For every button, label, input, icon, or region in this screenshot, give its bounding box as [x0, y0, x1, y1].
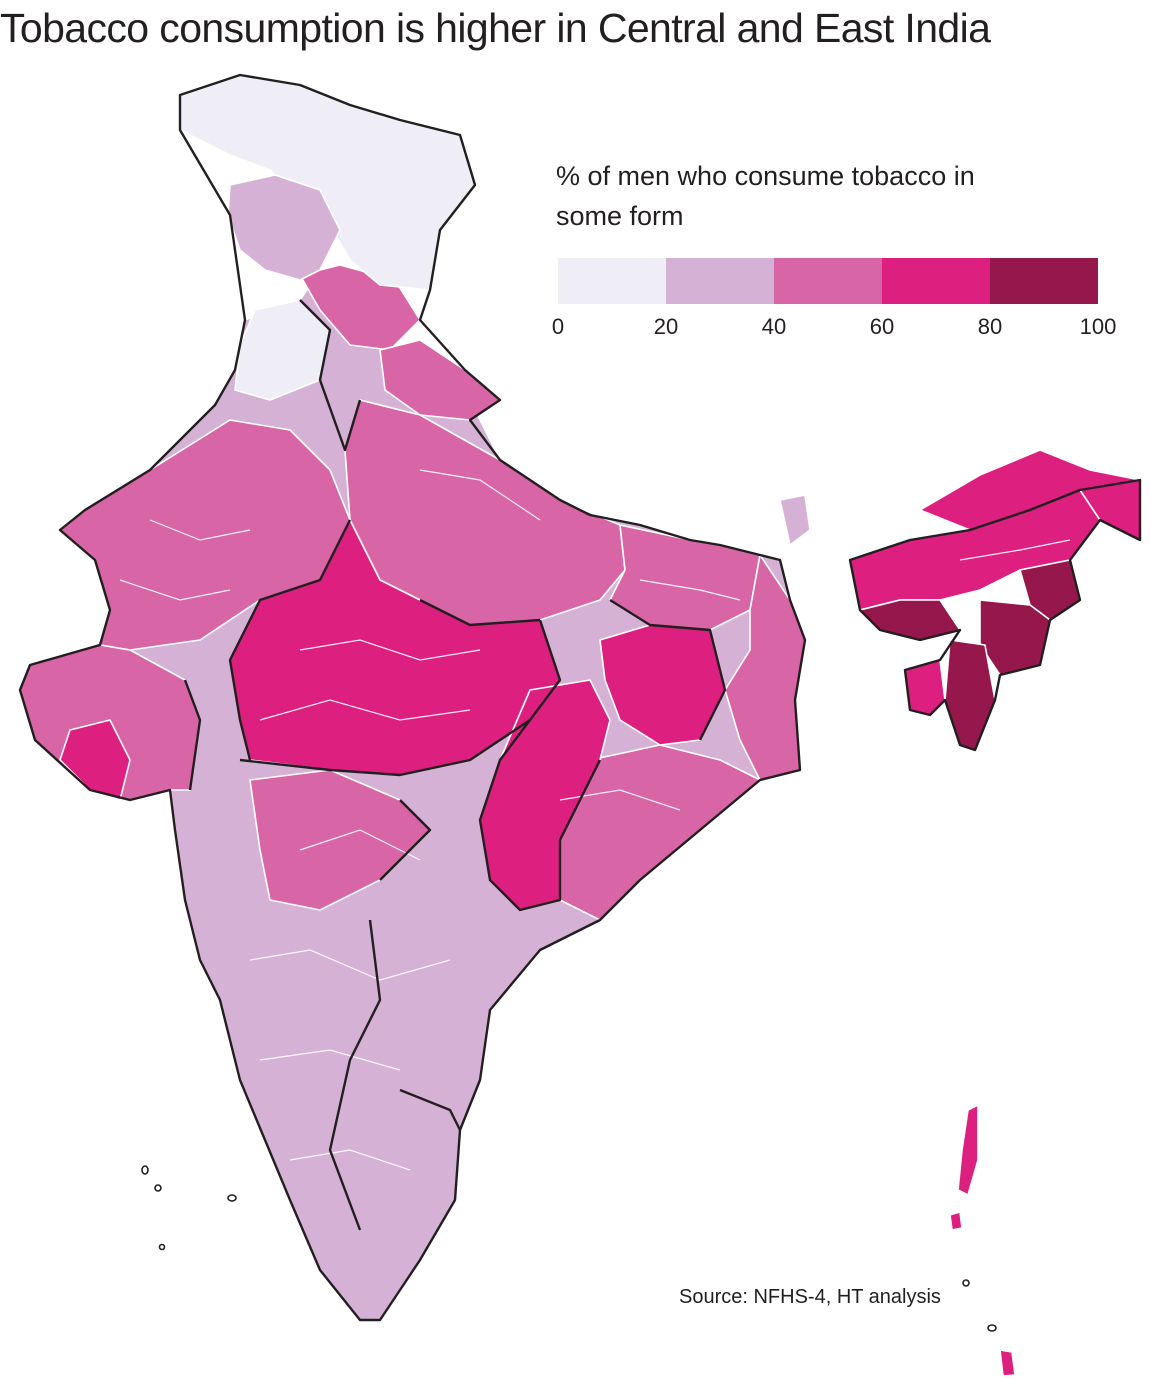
legend-swatch-0-20	[558, 258, 666, 304]
region-gujarat-south	[59, 719, 131, 801]
legend-tick: 0	[551, 314, 565, 339]
legend-tick: 60	[869, 314, 895, 339]
legend-tick: 20	[653, 314, 679, 339]
legend-title: % of men who consume tobacco in some for…	[556, 161, 975, 231]
legend-tick: 80	[977, 314, 1003, 339]
region-sikkim	[779, 494, 811, 546]
region-nicobar	[949, 1211, 1016, 1377]
legend: % of men who consume tobacco in some for…	[552, 156, 1136, 339]
source-note: Source: NFHS-4, HT analysis	[679, 1286, 941, 1308]
region-andaman	[957, 1104, 979, 1196]
legend-tick: 40	[761, 314, 787, 339]
region-jammu-kashmir	[227, 174, 341, 281]
region-ladakh	[179, 74, 476, 291]
legend-tick: 100	[1079, 314, 1117, 339]
legend-color-scale	[558, 258, 1098, 304]
region-tripura-mizoram	[944, 639, 996, 751]
legend-swatch-40-60	[774, 258, 882, 304]
legend-swatch-60-80	[882, 258, 990, 304]
legend-swatch-20-40	[666, 258, 774, 304]
page-title: Tobacco consumption is higher in Central…	[0, 5, 991, 51]
legend-swatch-80-100	[990, 258, 1098, 304]
